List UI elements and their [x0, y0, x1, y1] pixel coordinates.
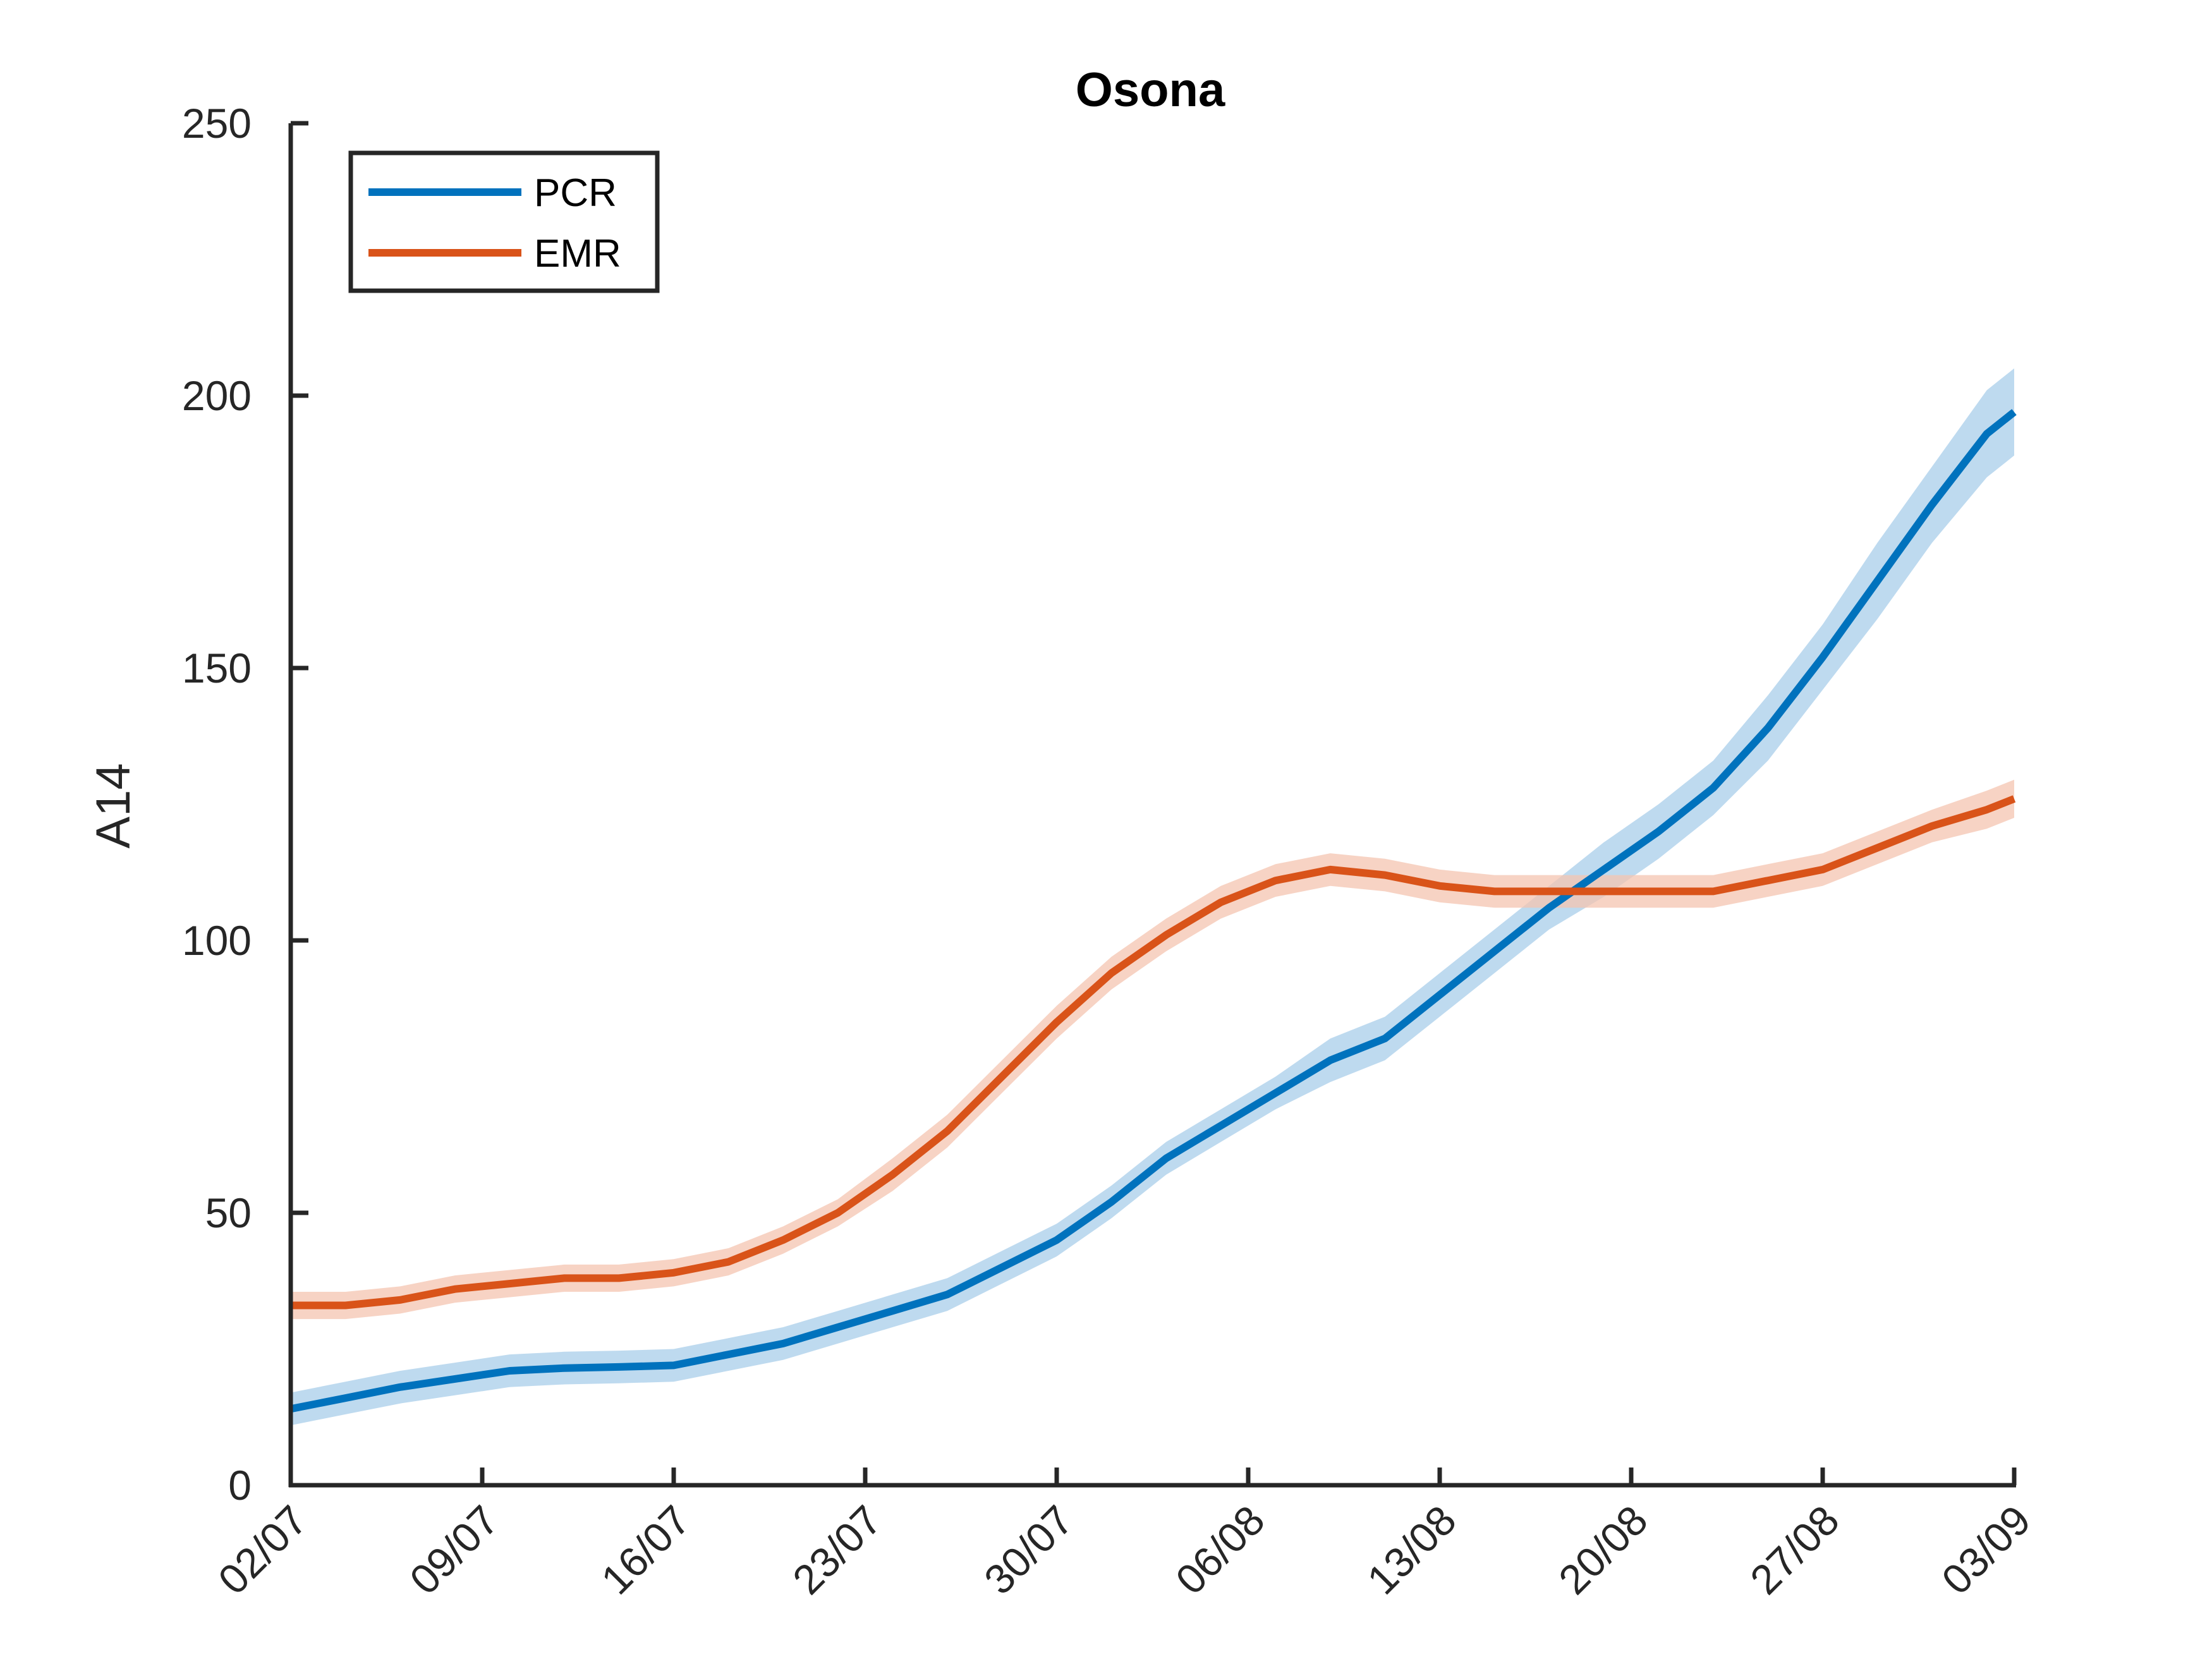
legend[interactable]: PCR EMR: [348, 150, 660, 293]
chart-title: Osona: [1076, 63, 1225, 117]
confidence-bands: [291, 368, 2014, 1426]
emr-legend-label: EMR: [534, 232, 621, 276]
y-tick-label: 200: [182, 372, 252, 419]
emr-series-line: [291, 795, 2016, 1310]
y-tick-label: 150: [182, 645, 252, 691]
y-tick-label: 50: [205, 1189, 252, 1236]
x-tick-label: 27/08: [1741, 1497, 1848, 1603]
x-tick-label: 02/07: [209, 1497, 316, 1603]
series-lines: [289, 409, 2017, 1413]
legend-box: [348, 150, 660, 293]
y-axis-label: A14: [87, 763, 140, 848]
x-tick-label: 06/08: [1167, 1497, 1273, 1603]
x-tick-label: 23/07: [784, 1497, 890, 1603]
x-tick-label: 30/07: [975, 1497, 1082, 1603]
x-tick-label: 20/08: [1550, 1497, 1656, 1603]
pcr-legend-label: PCR: [534, 171, 617, 215]
emr-confidence-band: [291, 779, 2014, 1320]
pcr-series-line: [289, 409, 2017, 1413]
x-tick-label: 03/09: [1933, 1497, 2039, 1603]
y-tick-label: 100: [182, 917, 252, 964]
x-tick-label: 09/07: [401, 1497, 507, 1603]
y-tick-label: 0: [228, 1462, 252, 1509]
x-tick-label: 16/07: [592, 1497, 699, 1603]
x-tick-label: 13/08: [1358, 1497, 1465, 1603]
y-tick-label: 250: [182, 100, 252, 147]
